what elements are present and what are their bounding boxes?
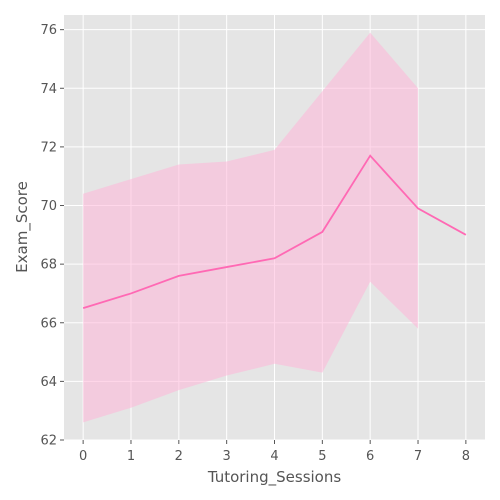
x-tick-label: 8 <box>462 449 470 464</box>
series-lines <box>82 154 467 309</box>
x-tick-label: 2 <box>175 449 183 464</box>
y-tick-label: 70 <box>40 199 57 214</box>
x-tick-label: 7 <box>414 449 422 464</box>
y-axis-ticks: 62 64 66 68 70 72 74 76 <box>40 23 64 449</box>
x-axis-title: Tutoring_Sessions <box>207 468 342 487</box>
x-tick-label: 5 <box>318 449 326 464</box>
y-tick-label: 68 <box>40 258 57 273</box>
y-tick-label: 62 <box>40 434 57 449</box>
x-tick-label: 6 <box>366 449 374 464</box>
confidence-band <box>83 32 419 423</box>
y-axis-title: Exam_Score <box>13 181 32 273</box>
confidence-band-area <box>83 32 419 423</box>
x-tick-label: 0 <box>79 449 87 464</box>
y-tick-label: 74 <box>40 82 57 97</box>
y-tick-label: 66 <box>40 316 57 331</box>
x-tick-label: 1 <box>127 449 135 464</box>
series-line <box>82 154 467 309</box>
y-tick-label: 72 <box>40 140 57 155</box>
y-tick-label: 76 <box>40 23 57 38</box>
y-tick-label: 64 <box>40 375 57 390</box>
x-tick-label: 3 <box>223 449 231 464</box>
x-tick-label: 4 <box>270 449 278 464</box>
x-axis-ticks: 0 1 2 3 4 5 6 7 8 <box>79 440 470 464</box>
